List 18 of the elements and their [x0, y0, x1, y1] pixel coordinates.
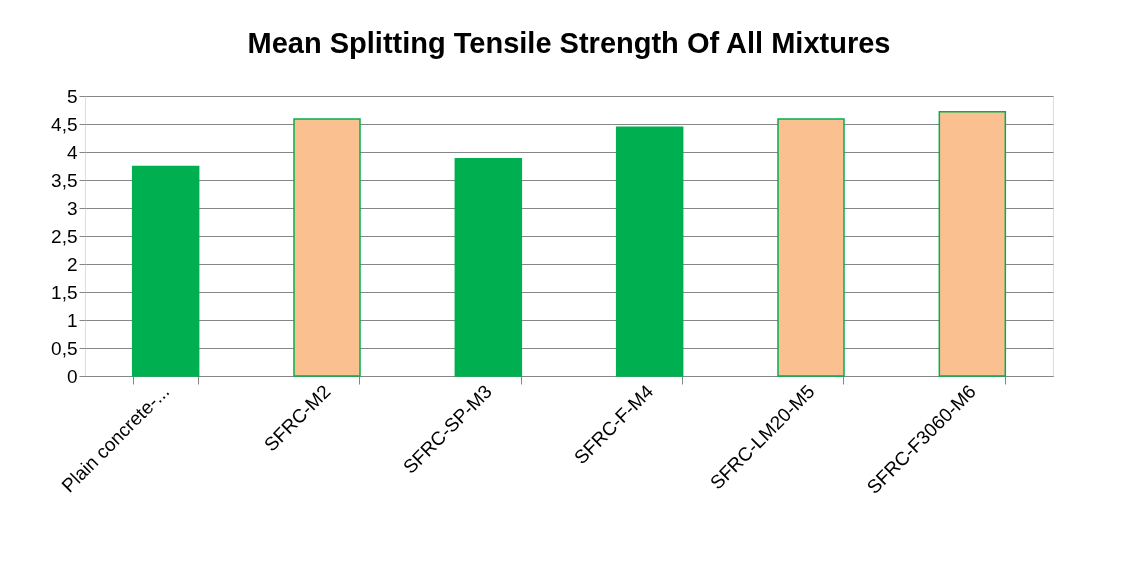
y-tick-label: 4,5	[51, 113, 78, 135]
y-tick-label: 5	[66, 85, 78, 107]
chart-title: Mean Splitting Tensile Strength Of All Mixtures	[247, 27, 891, 59]
bar	[293, 118, 361, 377]
y-tick-label: 0	[66, 365, 78, 387]
y-tick-label: 1	[66, 309, 78, 331]
y-tick-label: 0,5	[51, 337, 78, 359]
bar	[938, 110, 1007, 377]
y-tick-label: 3,5	[51, 169, 78, 191]
bar	[131, 165, 200, 377]
y-tick-label: 2	[66, 253, 78, 275]
y-tick-label: 3	[66, 197, 78, 219]
y-tick-label: 4	[66, 141, 78, 163]
bar	[777, 118, 845, 377]
bar	[615, 126, 684, 377]
y-tick-label: 2,5	[51, 225, 78, 247]
bar	[454, 157, 523, 377]
y-tick-label: 1,5	[51, 281, 78, 303]
